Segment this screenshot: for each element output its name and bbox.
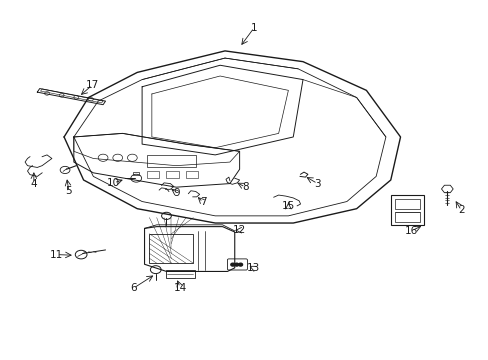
Text: 13: 13 <box>246 263 259 273</box>
Circle shape <box>238 263 242 266</box>
Text: 11: 11 <box>50 249 63 260</box>
Text: 8: 8 <box>242 182 248 192</box>
Bar <box>147 155 195 167</box>
Text: 12: 12 <box>232 225 246 235</box>
Text: 16: 16 <box>404 226 417 236</box>
Bar <box>394 199 419 210</box>
Bar <box>394 212 419 222</box>
Text: 15: 15 <box>281 201 294 211</box>
Circle shape <box>234 263 238 266</box>
Text: 17: 17 <box>85 80 99 90</box>
Text: 3: 3 <box>314 179 320 189</box>
Bar <box>390 195 423 225</box>
Text: 4: 4 <box>30 179 37 189</box>
Text: 10: 10 <box>107 178 120 188</box>
Text: 1: 1 <box>250 23 257 33</box>
Bar <box>133 172 139 175</box>
Bar <box>147 171 159 178</box>
Bar <box>165 270 194 278</box>
Bar <box>166 171 178 178</box>
Text: 5: 5 <box>65 186 72 197</box>
Circle shape <box>230 263 234 266</box>
Text: 14: 14 <box>173 283 186 293</box>
Bar <box>149 234 193 263</box>
Text: 6: 6 <box>130 283 136 293</box>
Bar <box>185 171 198 178</box>
Text: 2: 2 <box>457 206 464 216</box>
Text: 7: 7 <box>199 197 206 207</box>
Text: 9: 9 <box>173 188 179 198</box>
